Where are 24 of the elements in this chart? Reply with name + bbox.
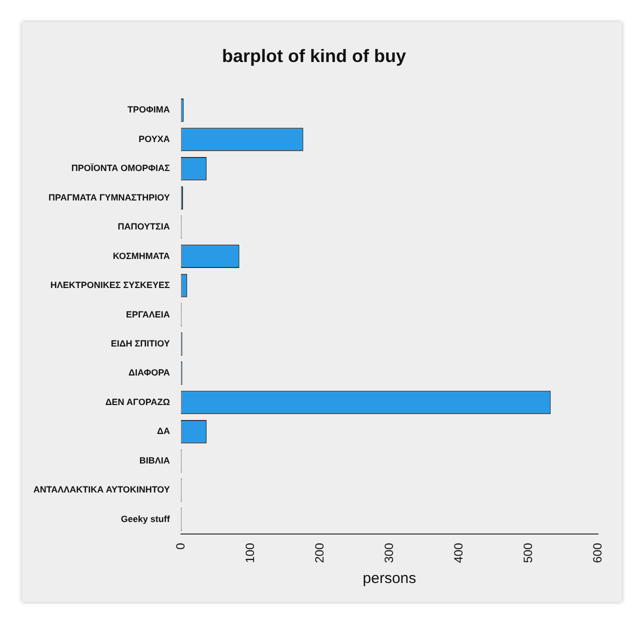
y-tick-label: ΠΡΟΪΟΝΤΑ ΟΜΟΡΦΙΑΣ <box>71 163 171 174</box>
y-tick-label: ΑΝΤΑΛΛΑΚΤΙΚΑ ΑΥΤΟΚΙΝΗΤΟΥ <box>33 484 170 495</box>
y-tick-label: ΔΑ <box>156 426 170 436</box>
y-tick-label: ΔΙΑΦΟΡΑ <box>128 368 170 378</box>
y-tick-label: ΔΕΝ ΑΓΟΡΑΖΩ <box>105 396 170 407</box>
y-tick-label: ΚΟΣΜΗΜΑΤΑ <box>112 250 170 261</box>
x-tick-label: 100 <box>242 542 257 564</box>
x-tick-label: 0 <box>173 542 188 550</box>
x-tick-label: 300 <box>382 542 396 564</box>
y-tick-label: ΠΑΠΟΥΤΣΙΑ <box>118 222 170 232</box>
chart-title: barplot of kind of buy <box>222 46 406 66</box>
y-tick-label: ΤΡΟΦΙΜΑ <box>128 104 170 115</box>
x-tick-label: 500 <box>520 542 535 564</box>
y-tick-label: ΠΡΑΓΜΑΤΑ ΓΥΜΝΑΣΤΗΡΙΟΥ <box>48 192 170 202</box>
y-tick-label: ΗΛΕΚΤΡΟΝΙΚΕΣ ΣΥΣΚΕΥΕΣ <box>50 280 171 290</box>
y-tick-label: ΡΟΥΧΑ <box>138 134 170 144</box>
y-tick-label: ΕΙΔΗ ΣΠΙΤΙΟΥ <box>110 338 170 348</box>
y-tick-label: ΕΡΓΑΛΕΙΑ <box>126 309 170 320</box>
x-tick-label: 400 <box>451 542 466 564</box>
x-axis-title: persons <box>362 570 416 588</box>
y-tick-label: ΒΙΒΛΙΑ <box>139 455 170 466</box>
y-tick-label: Geeky stuff <box>120 514 171 524</box>
x-tick-label: 600 <box>590 542 604 564</box>
x-tick-label: 200 <box>312 542 326 564</box>
